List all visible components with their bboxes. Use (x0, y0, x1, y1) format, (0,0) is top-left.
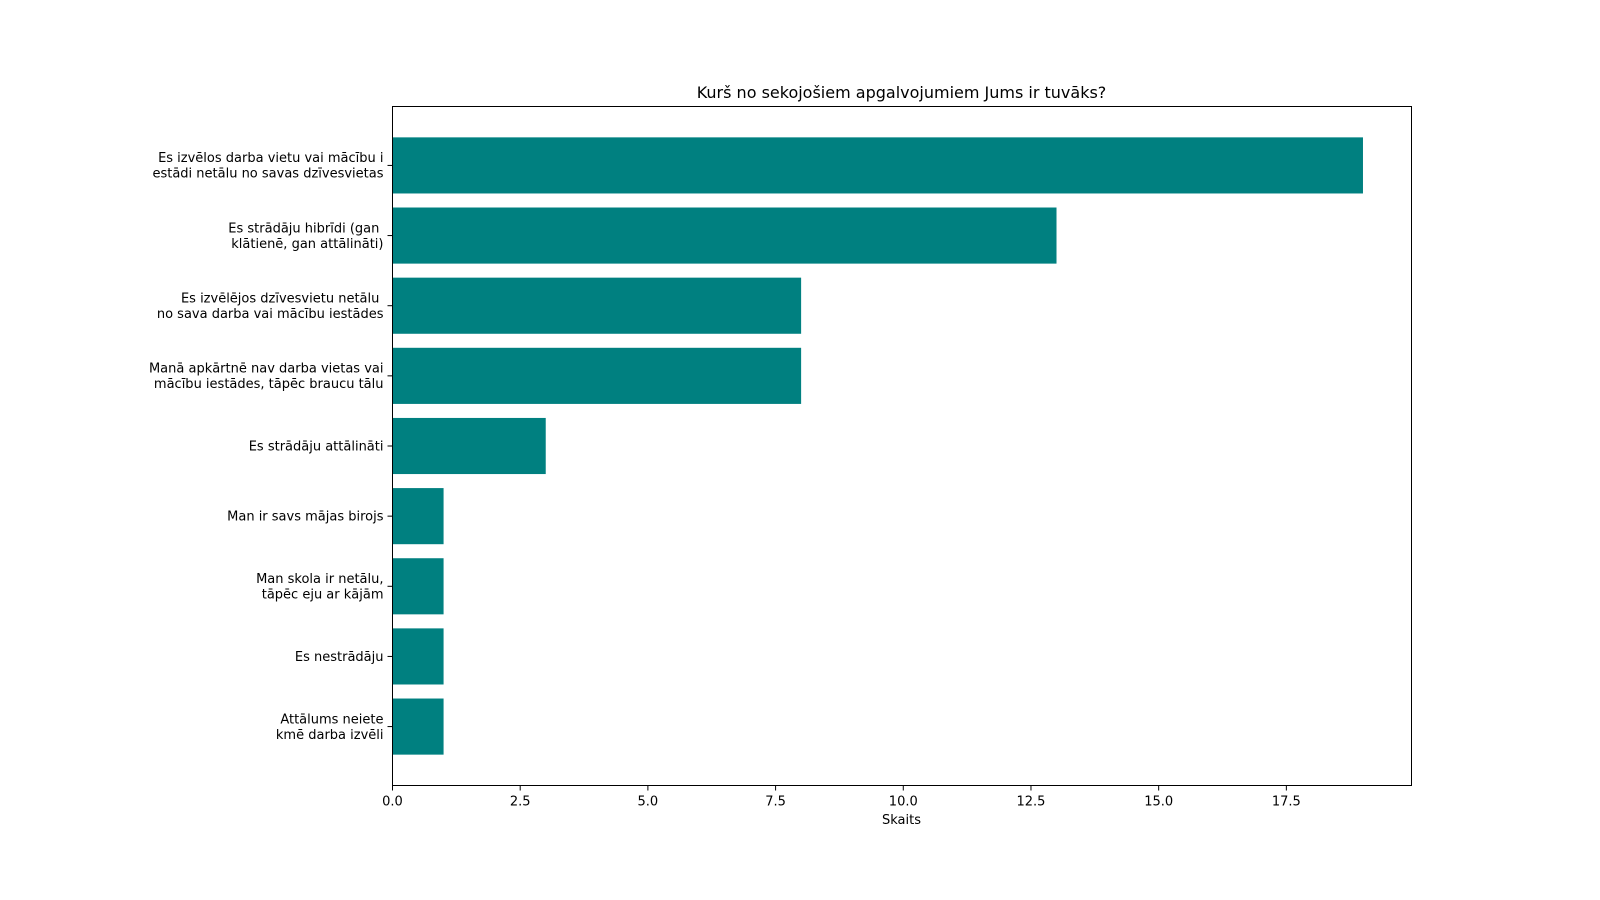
x-tick-label: 0.0 (382, 795, 403, 810)
y-tick-label: Es izvēlos darba vietu vai mācību i estād… (152, 151, 383, 182)
y-tick-label: Es izvēlējos dzīvesvietu netālu no sava … (157, 291, 384, 322)
bar (392, 347, 802, 404)
x-tick-label: 12.5 (1016, 795, 1045, 810)
x-tick-label: 7.5 (765, 795, 786, 810)
x-tick-label: 5.0 (638, 795, 659, 810)
y-tick-label: Es nestrādāju (295, 650, 384, 665)
y-tick-label: Es strādāju attālināti (249, 440, 384, 455)
bar (392, 698, 444, 755)
bar (392, 207, 1057, 264)
x-tick-label: 2.5 (510, 795, 531, 810)
y-tick-label: Man skola ir netālu, tāpēc eju ar kājām (256, 572, 383, 603)
x-tick-label: 15.0 (1144, 795, 1173, 810)
bar (392, 137, 1363, 194)
bar (392, 277, 802, 334)
plot-frame (392, 106, 1412, 786)
chart-title: Kurš no sekojošiem apgalvojumiem Jums ir… (697, 83, 1107, 102)
bar (392, 628, 444, 685)
y-tick-label: Manā apkārtnē nav darba vietas vai mācību… (149, 362, 384, 393)
y-tick-label: Es strādāju hibrīdi (gan klātienē, gan a… (228, 221, 383, 252)
y-tick-label: Man ir savs mājas birojs (227, 510, 384, 525)
bar (392, 558, 444, 615)
x-tick-label: 10.0 (889, 795, 918, 810)
bar (392, 488, 444, 545)
bar (392, 417, 546, 475)
x-axis-label: Skaits (882, 813, 921, 828)
x-tick-label: 17.5 (1272, 795, 1301, 810)
y-tick-label: Attālums neiete kmē darba izvēli (276, 712, 384, 743)
